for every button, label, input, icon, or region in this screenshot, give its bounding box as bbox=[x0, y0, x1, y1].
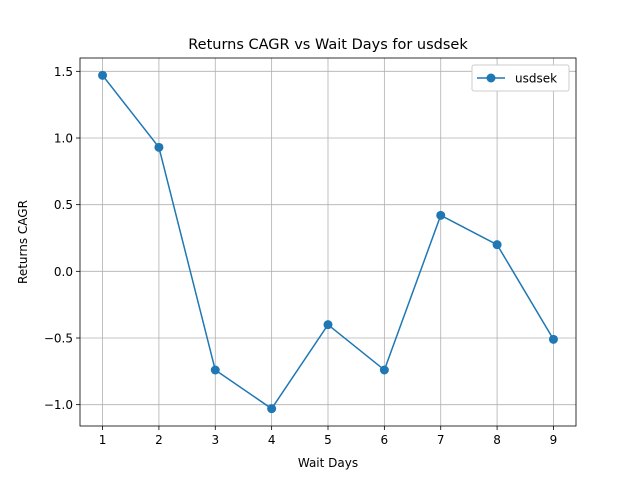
data-point bbox=[548, 334, 558, 344]
x-tick-label: 7 bbox=[437, 433, 445, 447]
legend-label: usdsek bbox=[515, 72, 557, 86]
x-tick-label: 3 bbox=[211, 433, 219, 447]
y-tick-label: 0.5 bbox=[54, 198, 73, 212]
x-tick-label: 5 bbox=[324, 433, 332, 447]
series-layer bbox=[98, 70, 558, 414]
data-point bbox=[379, 365, 389, 375]
x-tick-label: 1 bbox=[99, 433, 107, 447]
data-point bbox=[436, 210, 446, 220]
grid-lines bbox=[80, 58, 576, 426]
legend: usdsek bbox=[471, 64, 570, 92]
data-point bbox=[210, 365, 220, 375]
y-tick-label: −1.0 bbox=[44, 398, 73, 412]
chart-title: Returns CAGR vs Wait Days for usdsek bbox=[188, 37, 468, 53]
data-point bbox=[323, 320, 333, 330]
x-tick-label: 8 bbox=[493, 433, 501, 447]
x-tick-label: 6 bbox=[381, 433, 389, 447]
y-tick-label: 1.0 bbox=[54, 132, 73, 146]
y-tick-label: −0.5 bbox=[44, 332, 73, 346]
x-tick-label: 4 bbox=[268, 433, 276, 447]
data-point bbox=[267, 404, 277, 414]
data-point bbox=[492, 240, 502, 250]
y-tick-label: 1.5 bbox=[54, 65, 73, 79]
x-axis-label: Wait Days bbox=[298, 456, 358, 470]
data-point bbox=[98, 70, 108, 80]
x-tick-label: 9 bbox=[550, 433, 558, 447]
legend-marker bbox=[486, 73, 496, 83]
legend-box bbox=[471, 64, 570, 92]
y-axis-label: Returns CAGR bbox=[16, 200, 30, 284]
data-point bbox=[154, 142, 164, 152]
y-tick-label: 0.0 bbox=[54, 265, 73, 279]
x-tick-label: 2 bbox=[155, 433, 163, 447]
axis-ticks: 1 2 3 4 5 6 7 8 9 1.5 1.0 0.5 0.0 −0.5 −1.0 bbox=[44, 65, 557, 447]
